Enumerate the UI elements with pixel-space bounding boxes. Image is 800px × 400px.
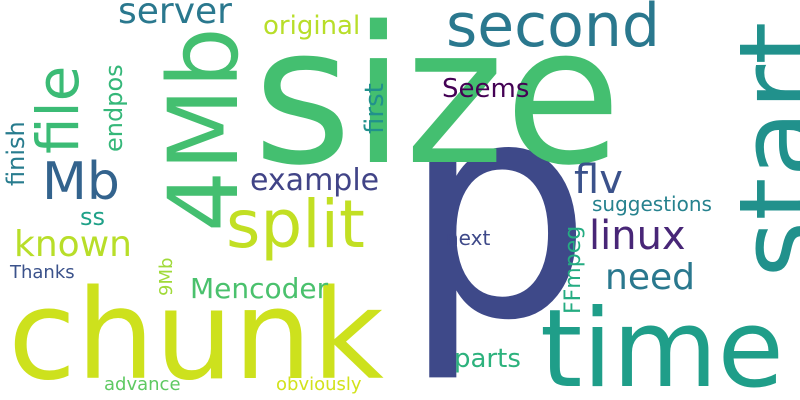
word-ffmpeg: FFmpeg: [561, 225, 586, 314]
word-linux: linux: [589, 213, 686, 259]
word-parts: parts: [454, 344, 521, 374]
word-mb: Mb: [42, 152, 120, 212]
word-size: size: [253, 0, 622, 207]
word-need: need: [605, 257, 695, 298]
word-second: second: [446, 0, 660, 61]
word-ss: ss: [80, 203, 106, 231]
word-endpos: endpos: [100, 64, 128, 152]
word-next: next: [446, 226, 491, 250]
word-start: start: [715, 21, 800, 278]
word-server: server: [118, 0, 232, 32]
word-p: p: [402, 37, 593, 386]
word-advance: advance: [104, 374, 181, 395]
word-split: split: [226, 186, 365, 263]
word-chunk: chunk: [8, 264, 384, 400]
word-example: example: [250, 163, 380, 198]
word-seems: Seems: [442, 74, 530, 104]
word-thanks: Thanks: [10, 262, 75, 283]
word-time: time: [540, 287, 785, 400]
word-9mb: 9Mb: [156, 257, 177, 296]
word-finish: finish: [2, 121, 30, 186]
word-original: original: [263, 11, 361, 41]
word-file: file: [24, 65, 92, 154]
word-mencoder: Mencoder: [190, 272, 329, 305]
word-obviously: obviously: [276, 374, 362, 395]
word-known: known: [14, 224, 132, 265]
word-first: first: [360, 83, 390, 134]
word-suggestions: suggestions: [592, 192, 712, 216]
word-flv: flv: [574, 157, 623, 203]
